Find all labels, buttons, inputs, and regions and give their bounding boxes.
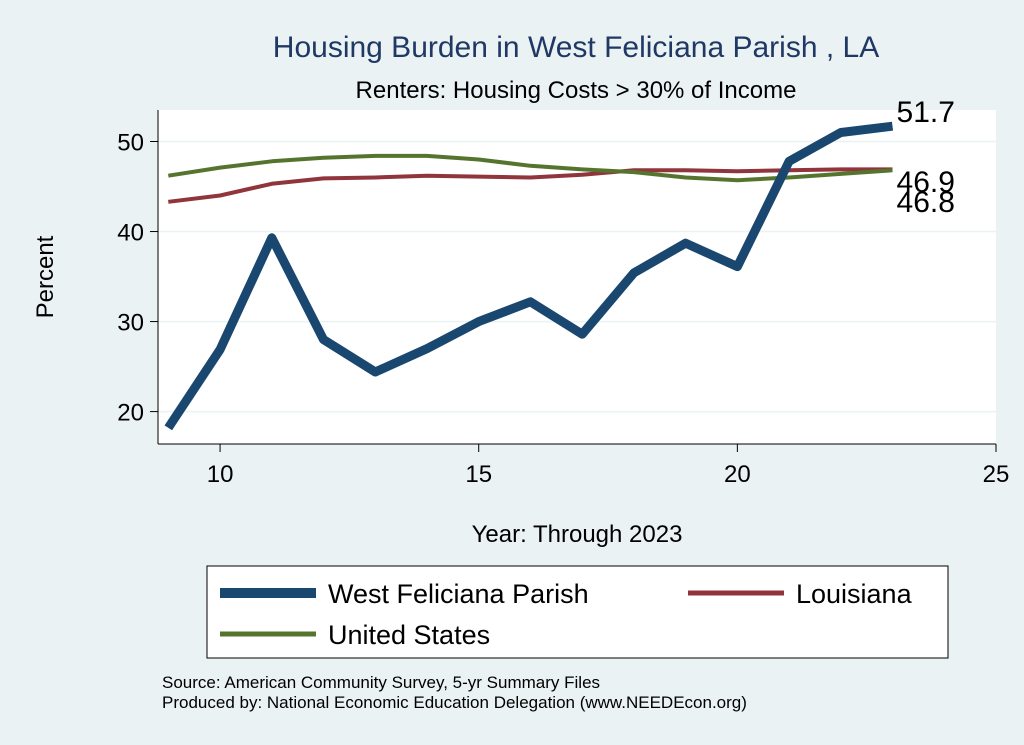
legend-label-united-states: United States [328,620,490,650]
x-tick-label: 25 [983,461,1010,488]
series-line-louisiana [168,167,893,204]
produced-note: Produced by: National Economic Education… [162,693,747,712]
series-lines [164,121,894,431]
legend-label-louisiana: Louisiana [796,579,913,609]
series-line-united-states [167,153,893,183]
end-label-louisiana: 46.9 [897,166,955,199]
series-line-west-feliciana-parish [164,121,894,431]
plot-area [158,110,996,444]
grid-lines [158,140,996,413]
y-axis-ticks: 20 30 40 50 [117,130,158,427]
x-tick-label: 10 [207,461,234,488]
y-tick-label: 30 [117,310,144,337]
x-tick-label: 15 [465,461,492,488]
y-tick-label: 40 [117,220,144,247]
y-axis-label: Percent [32,235,59,318]
end-label-united-states: 46.8 [897,186,955,219]
legend: West Feliciana Parish Louisiana United Sta… [220,579,913,650]
end-label-west-feliciana-parish: 51.7 [897,96,955,129]
x-axis-ticks: 10 15 20 25 [207,444,1010,488]
legend-box [206,565,949,659]
legend-label-west-feliciana-parish: West Feliciana Parish [328,579,589,609]
y-tick-label: 50 [117,130,144,157]
y-tick-label: 20 [117,400,144,427]
chart-subtitle: Renters: Housing Costs > 30% of Income [356,77,797,104]
x-axis-label: Year: Through 2023 [472,521,683,548]
x-tick-label: 20 [724,461,751,488]
source-note: Source: American Community Survey, 5-yr … [162,673,600,692]
end-labels: 51.7 46.946.8 [897,96,955,219]
chart-title: Housing Burden in West Feliciana Parish … [273,31,879,64]
